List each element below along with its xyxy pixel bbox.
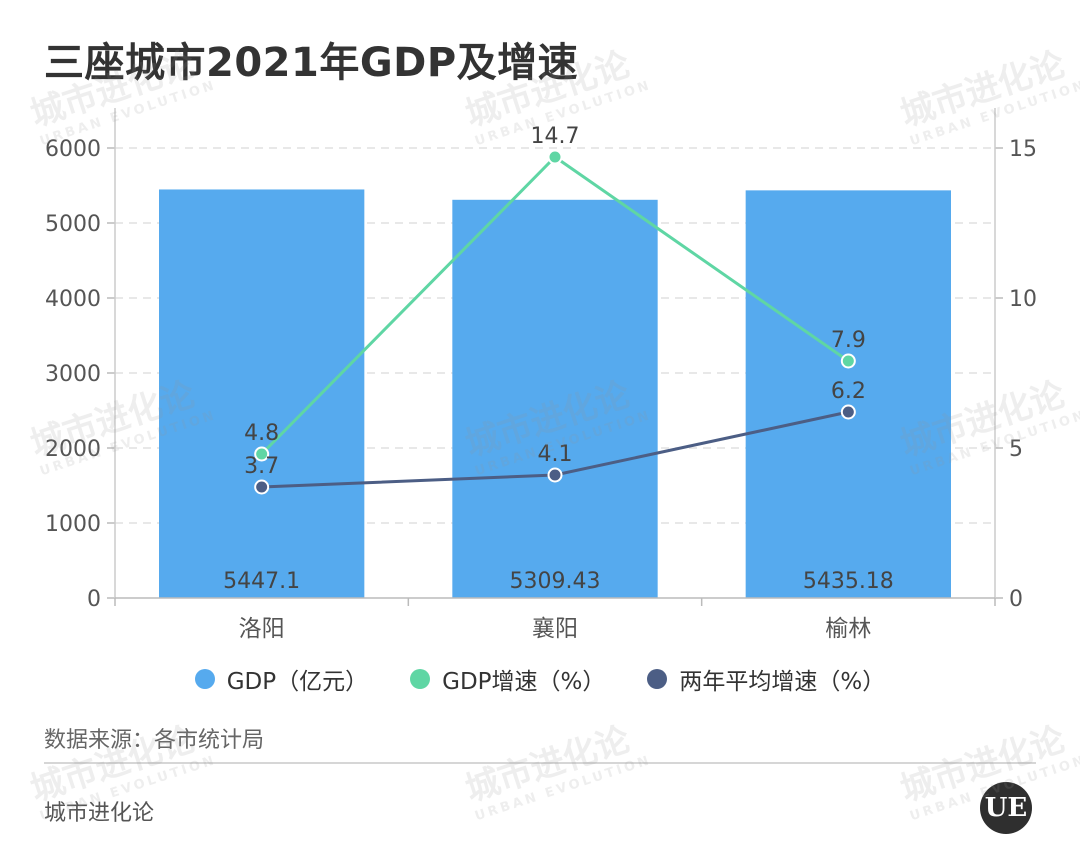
y-right-tick-label: 15 [1009,137,1037,162]
y-right-tick-label: 10 [1009,287,1037,312]
bar-data-label: 5435.18 [803,569,894,594]
y-left-tick-label: 6000 [45,137,101,162]
point-label-avg-growth: 3.7 [244,454,279,479]
y-left-tick-label: 5000 [45,212,101,237]
data-source-note: 数据来源：各市统计局 [44,728,265,753]
x-tick-label: 襄阳 [532,616,578,642]
bar-gdp [452,199,658,598]
y-right-tick-label: 5 [1009,437,1023,462]
legend-item-avg-growth[interactable]: 两年平均增速（%） [647,662,885,696]
point-avg-growth [547,467,563,483]
y-left-tick-label: 3000 [45,362,101,387]
chart-legend: GDP（亿元） GDP增速（%） 两年平均增速（%） [0,662,1080,696]
point-label-avg-growth: 4.1 [538,442,573,467]
legend-label-growth: GDP增速（%） [442,669,606,695]
chart-title: 三座城市2021年GDP及增速 [44,40,579,86]
bar-data-label: 5309.43 [510,569,601,594]
legend-item-gdp[interactable]: GDP（亿元） [194,662,369,696]
point-label-growth: 7.9 [831,328,866,353]
point-label-avg-growth: 6.2 [831,379,866,404]
y-left-tick-label: 2000 [45,437,101,462]
legend-swatch-gdp [194,669,215,689]
y-right-tick-label: 0 [1009,587,1023,612]
bar-data-label: 5447.1 [223,569,300,594]
x-tick-label: 榆林 [825,616,871,642]
point-label-growth: 4.8 [244,421,279,446]
legend-swatch-avg-growth [647,669,668,689]
point-avg-growth [254,479,270,495]
legend-label-gdp: GDP（亿元） [226,669,369,695]
point-avg-growth [840,404,856,420]
legend-item-growth[interactable]: GDP增速（%） [410,662,605,696]
brand-name: 城市进化论 [44,801,155,826]
footer-divider [44,762,1036,764]
y-left-tick-label: 0 [87,587,101,612]
bar-gdp [745,190,951,598]
y-left-tick-label: 1000 [45,512,101,537]
x-tick-label: 洛阳 [239,616,285,642]
point-growth [254,446,270,462]
point-growth [840,353,856,369]
brand-logo: UE [980,782,1032,834]
bar-gdp [159,189,365,598]
point-growth [547,149,563,165]
legend-swatch-growth [410,669,431,689]
combo-chart: 0 1000 2000 3000 4000 5000 6000 0 5 10 15 5447.1 530… [45,108,1037,642]
point-label-growth: 14.7 [531,124,580,149]
legend-label-avg-growth: 两年平均增速（%） [679,669,886,695]
y-left-tick-label: 4000 [45,287,101,312]
